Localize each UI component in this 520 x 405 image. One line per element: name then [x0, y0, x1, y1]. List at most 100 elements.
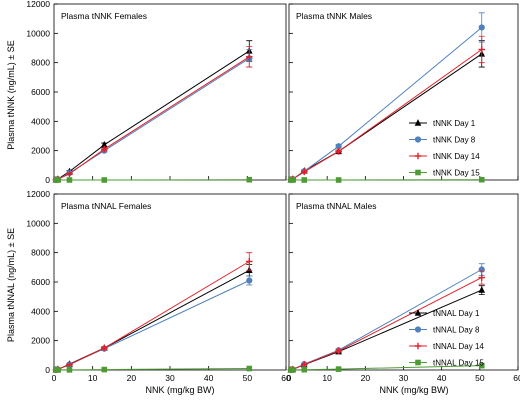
series-line [56, 57, 249, 180]
legend-label: tNNK Day 1 [433, 119, 476, 128]
data-point [478, 46, 485, 53]
data-point [101, 367, 107, 373]
legend-item: tNNK Day 8 [409, 136, 476, 145]
series-3 [53, 253, 253, 373]
data-point [479, 177, 485, 183]
series-1 [53, 41, 253, 183]
x-tick-label: 30 [165, 373, 175, 383]
legend-marker [415, 360, 421, 366]
legend-item: tNNAL Day 15 [409, 359, 484, 368]
y-axis-title-bottom: Plasma tNNAL (ng/mL) ± SE [6, 228, 16, 342]
x-tick-label: 50 [243, 373, 253, 383]
y-tick-label: 4000 [31, 306, 50, 316]
x-axis-title-right: NNK (mg/kg BW) [379, 385, 448, 395]
y-axis-title-top: Plasma tNNK (ng/mL) ± SE [6, 40, 16, 149]
series-3 [288, 36, 485, 183]
x-tick-label: 10 [88, 373, 98, 383]
legend-item: tNNK Day 1 [409, 119, 476, 128]
x-tick-label: 30 [399, 373, 409, 383]
series-line [56, 262, 249, 370]
legend-label: tNNAL Day 8 [433, 326, 480, 335]
x-tick-label: 40 [437, 373, 447, 383]
x-tick-label: 20 [361, 373, 371, 383]
series-line [56, 270, 249, 370]
legend-marker [415, 326, 421, 332]
x-tick-label: 10 [322, 373, 332, 383]
y-tick-label: 8000 [31, 248, 50, 258]
legend-marker [415, 119, 422, 126]
series-2 [288, 264, 485, 373]
legend-item: tNNK Day 15 [409, 169, 480, 178]
data-point [290, 177, 296, 183]
legend-item: tNNK Day 14 [409, 152, 480, 161]
panel-title: Plasma tNNK Females [61, 11, 147, 21]
y-tick-label: 12000 [26, 189, 50, 199]
legend-marker [415, 343, 422, 350]
panel-title: Plasma tNNK Males [296, 11, 372, 21]
legend-label: tNNAL Day 15 [433, 359, 484, 368]
y-tick-label: 6000 [31, 277, 50, 287]
data-point [336, 366, 342, 372]
y-tick-label: 6000 [31, 87, 50, 97]
data-point [55, 177, 61, 183]
data-point [101, 177, 107, 183]
x-tick-label: 20 [127, 373, 137, 383]
legend: tNNAL Day 1 tNNAL Day 8 tNNAL Day 14 tNNAL … [409, 309, 484, 368]
series-3 [53, 47, 253, 184]
data-point [55, 367, 61, 373]
series-4 [53, 366, 252, 373]
legend-item: tNNAL Day 8 [409, 326, 480, 335]
data-point [478, 286, 485, 293]
legend-label: tNNAL Day 1 [433, 309, 480, 318]
data-point [246, 177, 252, 183]
series-line [56, 58, 249, 180]
legend-label: tNNK Day 15 [433, 169, 480, 178]
series-1 [53, 264, 253, 372]
x-tick-label: 40 [204, 373, 214, 383]
data-point [246, 277, 252, 283]
series-line [56, 51, 249, 180]
legend: tNNK Day 1 tNNK Day 8 tNNK Day 14 tNNK Day … [409, 119, 480, 178]
data-point [290, 367, 296, 373]
legend-item: tNNAL Day 14 [409, 342, 484, 351]
legend-marker [415, 136, 421, 142]
y-tick-label: 8000 [31, 58, 50, 68]
series-line [291, 270, 482, 370]
panel-title: Plasma tNNAL Females [61, 201, 151, 211]
y-tick-label: 10000 [26, 28, 50, 38]
series-4 [53, 177, 252, 183]
y-tick-label: 10000 [26, 218, 50, 228]
series-4 [288, 177, 484, 183]
legend-label: tNNK Day 8 [433, 136, 476, 145]
data-point [336, 177, 342, 183]
y-tick-label: 2000 [31, 336, 50, 346]
data-point [67, 177, 73, 183]
x-tick-label: 60 [513, 373, 520, 383]
data-point [479, 24, 485, 30]
x-tick-label: 0 [52, 373, 57, 383]
x-tick-label: 0 [287, 373, 292, 383]
legend-label: tNNAL Day 14 [433, 342, 484, 351]
data-point [67, 367, 73, 373]
panel-title: Plasma tNNAL Males [296, 201, 376, 211]
y-tick-label: 12000 [26, 0, 50, 9]
y-tick-label: 2000 [31, 146, 50, 156]
y-tick-label: 0 [45, 365, 50, 375]
data-point [301, 367, 307, 373]
legend-marker [415, 153, 422, 160]
series-2 [53, 49, 253, 182]
legend-marker [415, 170, 421, 176]
legend-label: tNNK Day 14 [433, 152, 480, 161]
x-axis-title-left: NNK (mg/kg BW) [145, 385, 214, 395]
x-tick-label: 50 [475, 373, 485, 383]
data-point [246, 258, 253, 265]
data-point [246, 366, 252, 372]
legend-marker [415, 309, 422, 316]
data-point [301, 177, 307, 183]
y-tick-label: 4000 [31, 116, 50, 126]
